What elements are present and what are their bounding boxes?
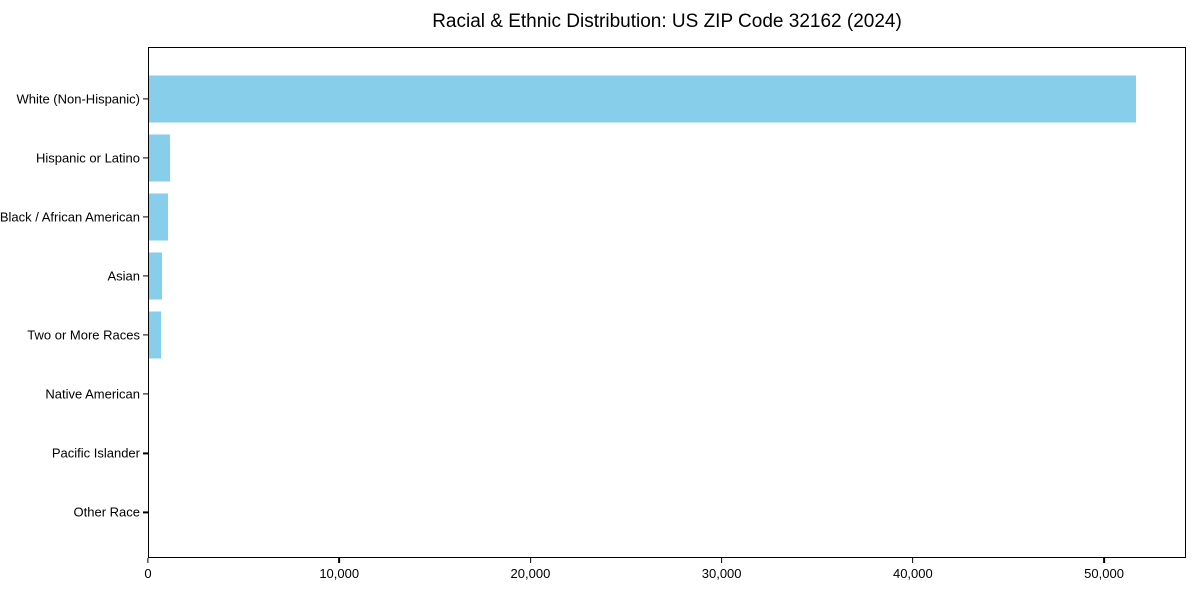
chart-title: Racial & Ethnic Distribution: US ZIP Cod… xyxy=(432,11,902,32)
y-tick-mark xyxy=(143,275,148,277)
x-tick-label: 30,000 xyxy=(701,566,742,581)
x-tick-label: 0 xyxy=(144,566,152,581)
bar-row: Black / African American xyxy=(0,187,1185,246)
y-axis-label: Black / African American xyxy=(0,209,140,225)
bar-row: Asian xyxy=(107,246,1185,305)
bar-row: Other Race xyxy=(74,483,1185,542)
x-tick-mark xyxy=(721,558,723,563)
y-axis-label: Pacific Islander xyxy=(51,445,140,461)
x-tick: 30,000 xyxy=(702,558,742,581)
x-tick-label: 50,000 xyxy=(1084,566,1124,581)
bar xyxy=(149,311,162,359)
bar xyxy=(149,75,1136,123)
x-tick-mark xyxy=(1103,558,1105,563)
x-tick: 10,000 xyxy=(319,558,359,581)
x-tick: 40,000 xyxy=(893,558,933,581)
x-tick: 20,000 xyxy=(510,558,551,581)
bar xyxy=(149,193,169,241)
y-axis-label: Two or More Races xyxy=(27,327,140,343)
bar-row: White (Non-Hispanic) xyxy=(16,69,1185,128)
x-tick-mark xyxy=(529,558,532,563)
bar xyxy=(149,252,163,300)
bar-row: Hispanic or Latino xyxy=(36,128,1185,187)
bar-row: Native American xyxy=(45,365,1185,424)
x-tick-label: 10,000 xyxy=(319,566,360,581)
x-tick: 50,000 xyxy=(1084,558,1124,581)
y-axis-label: Hispanic or Latino xyxy=(35,150,140,166)
y-tick-mark xyxy=(143,216,148,218)
y-tick-mark xyxy=(143,97,148,100)
y-axis-label: White (Non-Hispanic) xyxy=(16,91,140,107)
y-tick-mark xyxy=(143,452,148,454)
y-axis-label: Other Race xyxy=(73,504,140,520)
x-tick: 0 xyxy=(144,558,152,581)
y-tick-mark xyxy=(143,511,148,514)
y-axis-label: Native American xyxy=(45,386,140,402)
y-tick-mark xyxy=(143,393,148,395)
bar-row: Two or More Races xyxy=(27,306,1185,365)
x-tick-mark xyxy=(147,558,149,563)
plot-area: White (Non-Hispanic) Hispanic or Latino Bl… xyxy=(0,47,1186,558)
y-tick-mark xyxy=(143,157,148,159)
y-axis-label: Asian xyxy=(107,268,140,284)
bar xyxy=(149,134,170,182)
bar-row: Pacific Islander xyxy=(52,424,1185,483)
x-tick-mark xyxy=(338,558,340,563)
x-axis: 0 10,000 20,000 30,000 40,000 50,000 xyxy=(144,558,1186,594)
x-tick-mark xyxy=(912,558,914,563)
x-tick-label: 40,000 xyxy=(892,566,933,581)
x-tick-label: 20,000 xyxy=(510,566,551,581)
y-tick-mark xyxy=(143,334,148,336)
